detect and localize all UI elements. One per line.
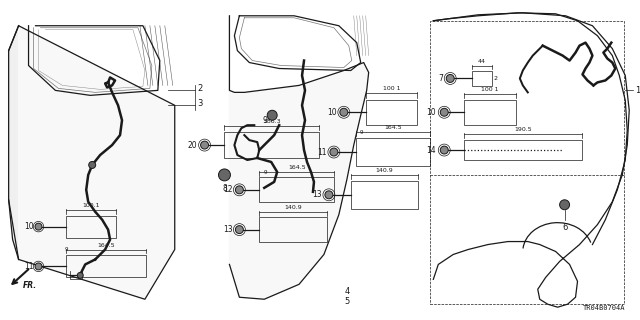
Bar	[365, 100, 417, 125]
Circle shape	[559, 200, 570, 210]
Bar	[464, 140, 582, 160]
Text: 190.5: 190.5	[514, 127, 532, 132]
Bar	[356, 138, 430, 166]
Circle shape	[440, 108, 448, 116]
Text: 1: 1	[636, 86, 640, 95]
Text: 100 1: 100 1	[383, 86, 400, 92]
Text: 2: 2	[494, 76, 498, 81]
Text: 164.5: 164.5	[385, 125, 403, 130]
Bar	[225, 132, 319, 158]
Circle shape	[35, 263, 42, 270]
Bar	[67, 255, 146, 277]
Circle shape	[77, 272, 83, 278]
Text: 11: 11	[24, 262, 33, 271]
Text: 9: 9	[65, 247, 68, 252]
Text: FR.: FR.	[22, 281, 36, 290]
Text: 164.5: 164.5	[288, 165, 306, 170]
Text: 9: 9	[360, 130, 364, 135]
Bar	[67, 216, 116, 237]
Text: 9: 9	[262, 116, 268, 125]
Text: 10: 10	[327, 108, 337, 117]
Bar	[472, 71, 492, 86]
Circle shape	[236, 186, 243, 194]
Circle shape	[446, 75, 454, 83]
Circle shape	[440, 146, 448, 154]
Text: 9: 9	[264, 170, 267, 175]
Polygon shape	[9, 26, 19, 260]
Text: 10: 10	[24, 222, 33, 231]
Bar	[351, 181, 419, 209]
Text: 2: 2	[198, 84, 203, 93]
Text: 20: 20	[188, 140, 198, 149]
Text: 140.9: 140.9	[284, 205, 302, 210]
Circle shape	[325, 191, 333, 199]
Circle shape	[268, 110, 277, 120]
Text: 13: 13	[312, 190, 322, 199]
Text: 13: 13	[223, 225, 232, 234]
Polygon shape	[19, 26, 175, 299]
Circle shape	[236, 226, 243, 234]
Circle shape	[35, 223, 42, 230]
Text: 44: 44	[478, 59, 486, 64]
Text: 10: 10	[427, 108, 436, 117]
Text: 11: 11	[317, 148, 327, 156]
Text: 6: 6	[562, 223, 567, 232]
Circle shape	[200, 141, 209, 149]
Polygon shape	[229, 16, 369, 299]
Bar	[259, 217, 327, 242]
Bar	[430, 21, 624, 304]
Text: 4: 4	[344, 287, 349, 296]
Circle shape	[89, 162, 95, 168]
Text: 140.9: 140.9	[376, 168, 394, 173]
Text: 12: 12	[223, 185, 232, 194]
Text: 5: 5	[344, 297, 349, 306]
Text: TR04B0704A: TR04B0704A	[583, 305, 625, 311]
Circle shape	[218, 169, 230, 181]
Bar	[259, 177, 334, 202]
Text: 186.3: 186.3	[264, 119, 281, 124]
Text: 14: 14	[427, 146, 436, 155]
Text: 3: 3	[198, 99, 203, 108]
Text: 164.5: 164.5	[97, 243, 115, 247]
Text: 100 1: 100 1	[481, 87, 499, 92]
Text: 100.1: 100.1	[83, 203, 100, 208]
Circle shape	[340, 108, 348, 116]
Circle shape	[330, 148, 338, 156]
Text: 8: 8	[222, 184, 227, 193]
Bar	[464, 100, 516, 125]
Text: 7: 7	[438, 74, 444, 83]
